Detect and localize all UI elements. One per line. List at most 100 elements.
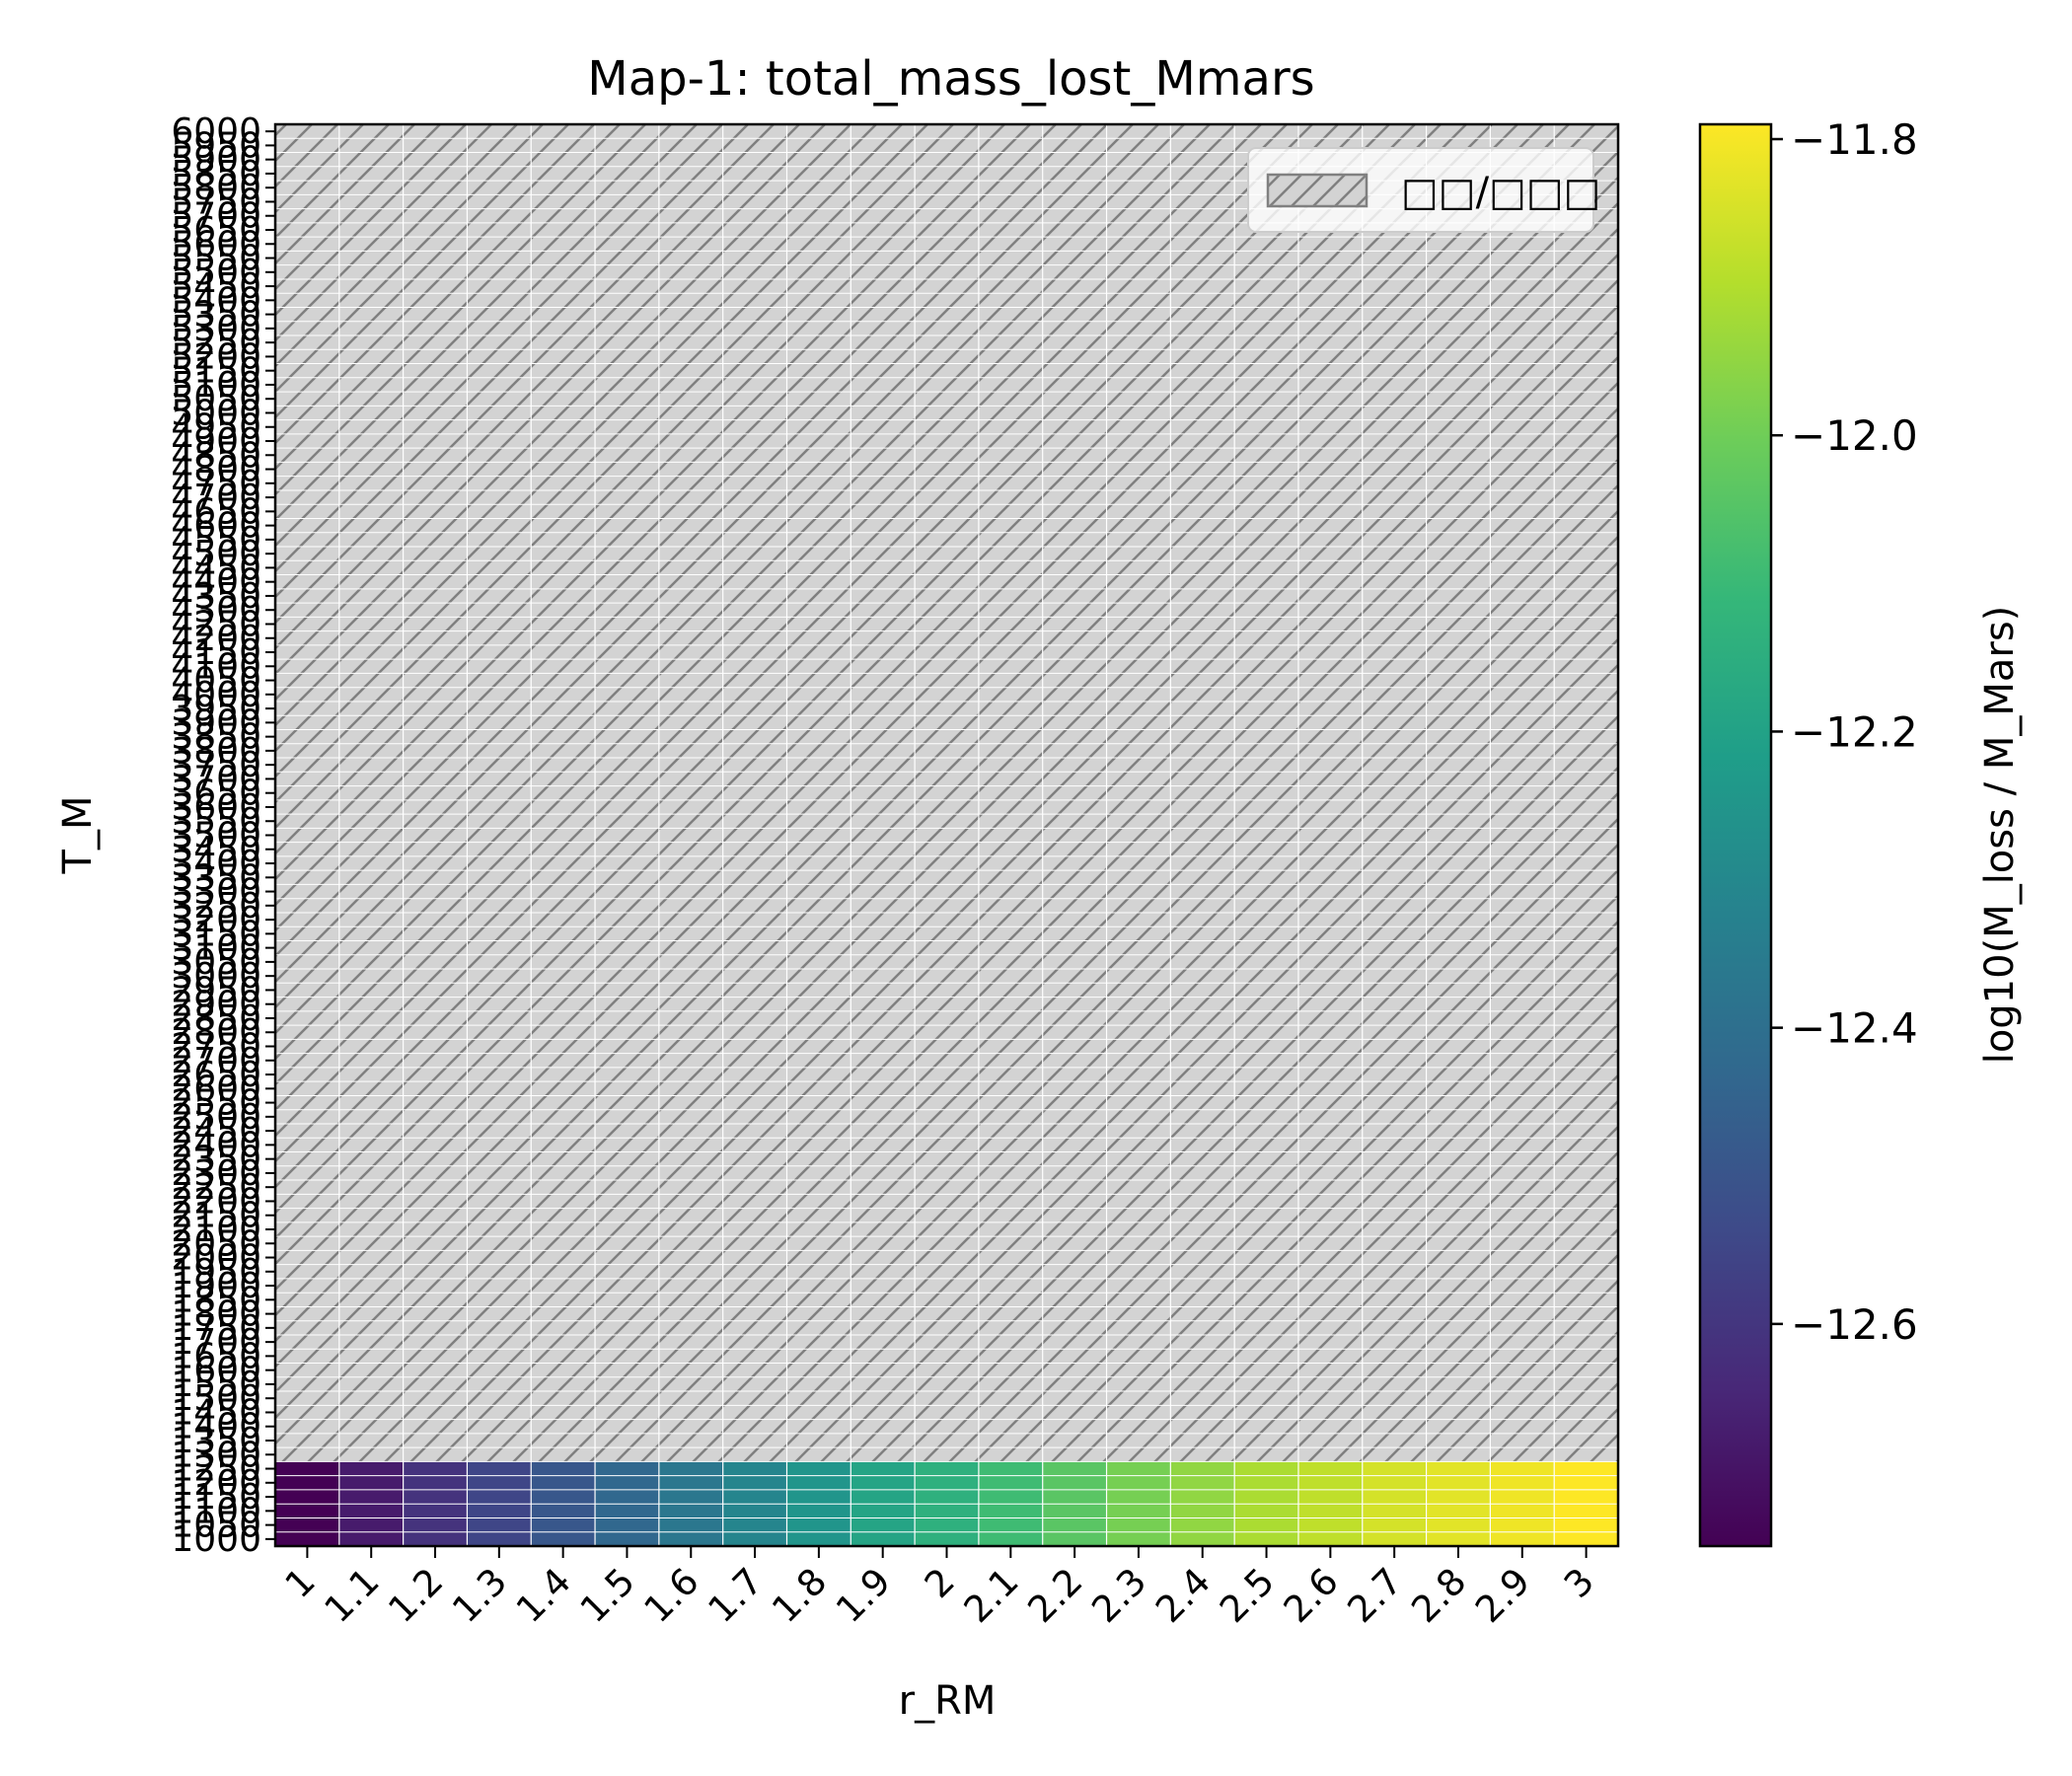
x-tick-label: 2.2: [1019, 1560, 1090, 1631]
colorbar-ticks: −11.8 −12.0 −12.2 −12.4 −12.6: [1771, 115, 1918, 1349]
heatmap-cell: [1234, 1489, 1299, 1505]
heatmap-cell: [1106, 1531, 1171, 1547]
y-tick-label: 4950: [171, 407, 261, 448]
x-tick-label: 1.3: [444, 1560, 515, 1631]
heatmap-cell: [403, 1475, 468, 1491]
heatmap-cell: [531, 1531, 596, 1547]
y-tick-label: 1600: [171, 1351, 261, 1391]
heatmap-cell: [1106, 1517, 1171, 1533]
heatmap-cell: [851, 1504, 916, 1518]
y-tick-label: 5600: [171, 224, 261, 264]
legend-frame: [1247, 147, 1594, 233]
heatmap-cell: [1490, 1531, 1555, 1547]
heatmap-cell: [1106, 1461, 1171, 1477]
y-tick-label: 3300: [171, 872, 261, 913]
heatmap-cell: [275, 1461, 340, 1477]
heatmap-cell: [722, 1504, 787, 1518]
heatmap-cell: [786, 1517, 851, 1533]
heatmap-cell: [531, 1504, 596, 1518]
y-tick-label: 1500: [171, 1378, 261, 1419]
heatmap-cell: [1297, 1461, 1364, 1477]
y-tick-label: 2800: [171, 1012, 261, 1053]
y-tick-label: 5850: [171, 154, 261, 194]
y-tick-label: 4650: [171, 491, 261, 532]
heatmap-cell: [978, 1461, 1044, 1477]
heatmap-cell: [658, 1461, 724, 1477]
x-tick-label: 1.5: [572, 1560, 643, 1631]
colorbar-tick-label: −12.0: [1791, 411, 1918, 460]
heatmap-cell: [595, 1504, 660, 1518]
y-tick-label: 4000: [171, 675, 261, 715]
legend: □□/□□□: [1247, 147, 1600, 233]
heatmap-cell: [915, 1517, 980, 1533]
y-tick-label: 3600: [171, 787, 261, 828]
heatmap-cell: [1042, 1517, 1108, 1533]
heatmap-cell: [338, 1489, 405, 1505]
y-tick-label: 3000: [171, 956, 261, 997]
heatmap-cell: [403, 1517, 468, 1533]
y-tick-label: 5250: [171, 323, 261, 363]
heatmap-cell: [658, 1489, 724, 1505]
heatmap-cell: [915, 1475, 980, 1491]
heatmap-cell: [1362, 1489, 1428, 1505]
heatmap-cell: [722, 1461, 787, 1477]
heatmap-cell: [1554, 1475, 1619, 1491]
y-tick-label: 3650: [171, 774, 261, 814]
heatmap-cell: [1234, 1517, 1299, 1533]
y-tick-label: 5100: [171, 365, 261, 406]
y-tick-label: 5700: [171, 196, 261, 237]
y-tick-label: 3950: [171, 689, 261, 729]
x-tick-label: 2.4: [1147, 1560, 1219, 1631]
heatmap-cell: [786, 1489, 851, 1505]
x-tick-label: 2.9: [1467, 1560, 1538, 1631]
y-tick-label: 2350: [171, 1140, 261, 1180]
heatmap-cell: [275, 1489, 340, 1505]
x-axis-label: r_RM: [899, 1678, 997, 1724]
y-tick-label: 2100: [171, 1210, 261, 1250]
heatmap-cell: [1554, 1489, 1619, 1505]
heatmap-cell: [1106, 1504, 1171, 1518]
heatmap-cell: [531, 1517, 596, 1533]
y-tick-label: 5350: [171, 295, 261, 335]
heatmap-cell: [658, 1517, 724, 1533]
chart-title: Map-1: total_mass_lost_Mmars: [587, 51, 1314, 107]
heatmap-cell: [467, 1475, 532, 1491]
legend-label: □□/□□□: [1401, 170, 1600, 215]
y-tick-label: 5900: [171, 140, 261, 181]
y-tick-label: 5750: [171, 182, 261, 222]
y-tick-label: 4200: [171, 619, 261, 659]
heatmap-cell: [786, 1504, 851, 1518]
y-tick-label: 3700: [171, 759, 261, 799]
heatmap-cell: [1490, 1475, 1555, 1491]
y-tick-label: 4700: [171, 478, 261, 518]
y-tick-label: 1050: [171, 1506, 261, 1546]
heatmap-cell: [1170, 1504, 1235, 1518]
y-tick-label: 3150: [171, 914, 261, 954]
y-tick-label: 4850: [171, 435, 261, 476]
heatmap-cell: [1042, 1489, 1108, 1505]
heatmap-cell: [1490, 1517, 1555, 1533]
y-tick-label: 2550: [171, 1083, 261, 1124]
heatmap-cell: [1170, 1517, 1235, 1533]
y-tick-label: 2300: [171, 1153, 261, 1194]
heatmap-cell: [403, 1461, 468, 1477]
heatmap-cell: [1297, 1504, 1364, 1518]
y-tick-label: 3900: [171, 703, 261, 743]
heatmap-cell: [1554, 1461, 1619, 1477]
x-tick-label: 2.3: [1083, 1560, 1154, 1631]
y-tick-label: 4350: [171, 576, 261, 617]
x-tick-label: 1.9: [828, 1560, 899, 1631]
y-tick-label: 3250: [171, 886, 261, 926]
x-tick-label: 2.6: [1276, 1560, 1347, 1631]
y-tick-label: 2250: [171, 1167, 261, 1208]
x-tick-label: 1.1: [317, 1560, 388, 1631]
y-tick-label: 4100: [171, 646, 261, 687]
y-axis-ticks: 1000105011001150120012501300135014001450…: [171, 111, 275, 1560]
heatmap-cell: [403, 1531, 468, 1547]
heatmap-cell: [915, 1461, 980, 1477]
heatmap-cell: [1426, 1504, 1491, 1518]
heatmap-cell: [658, 1504, 724, 1518]
heatmap-cell: [275, 1475, 340, 1491]
y-tick-label: 2000: [171, 1238, 261, 1279]
y-tick-label: 1900: [171, 1266, 261, 1306]
